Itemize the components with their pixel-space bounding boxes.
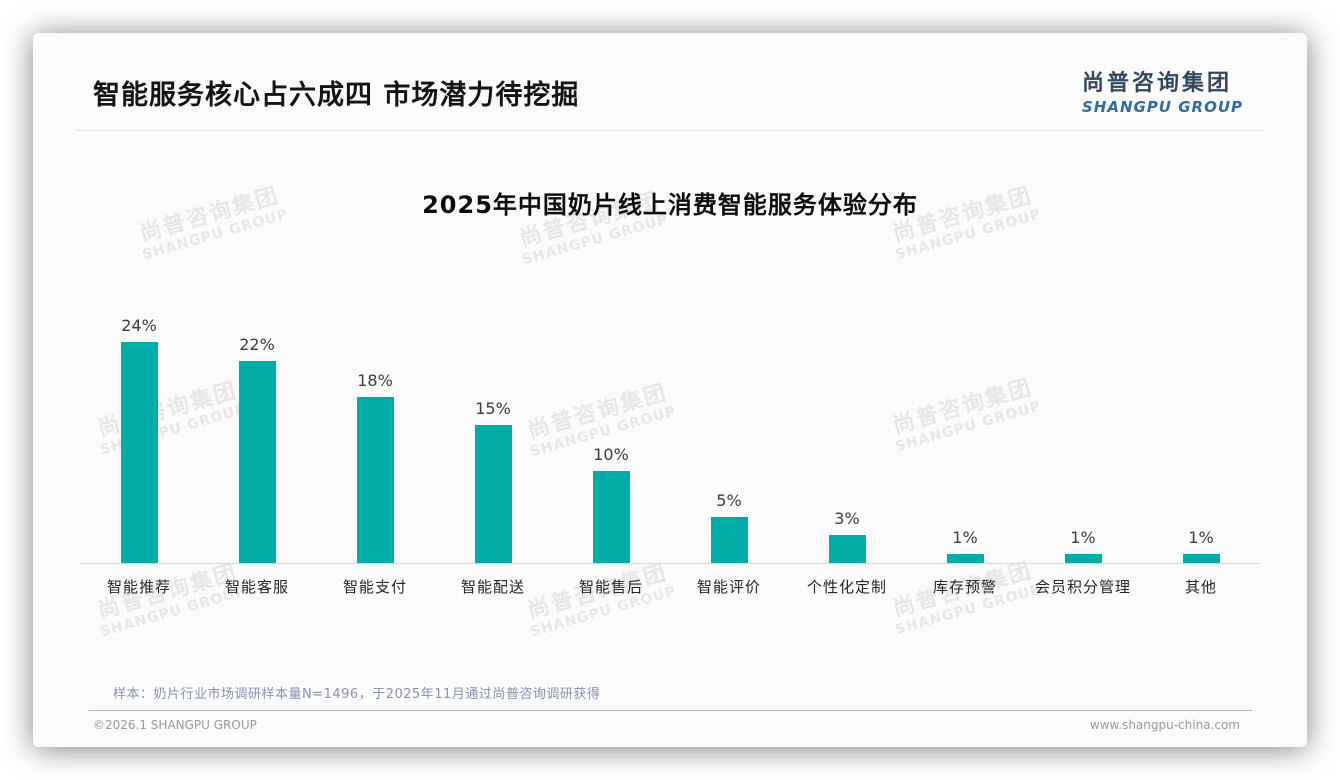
category-label: 智能配送 <box>460 578 525 596</box>
bar-value-label: 1% <box>1188 527 1214 547</box>
chart-title: 2025年中国奶片线上消费智能服务体验分布 <box>422 191 918 219</box>
bar <box>474 425 512 563</box>
footer: 样本：奶片行业市场调研样本量N=1496，于2025年11月通过尚普咨询调研获得… <box>33 683 1307 747</box>
copyright-text: ©2026.1 SHANGPU GROUP <box>93 718 257 732</box>
bar <box>592 471 630 563</box>
bar <box>946 553 984 563</box>
bar-value-label: 15% <box>475 399 511 418</box>
bar-value-label: 5% <box>716 491 742 510</box>
bar-value-label: 1% <box>1070 527 1096 547</box>
footer-row: ©2026.1 SHANGPU GROUP www.shangpu-china.… <box>33 711 1307 747</box>
bar <box>238 360 276 563</box>
bar <box>1064 553 1102 563</box>
category-label: 智能推荐 <box>106 578 171 596</box>
sample-note: 样本：奶片行业市场调研样本量N=1496，于2025年11月通过尚普咨询调研获得 <box>113 687 601 702</box>
bar-column: 18% <box>316 371 434 563</box>
bar <box>828 535 866 563</box>
bar <box>120 342 158 563</box>
bar-column: 1% <box>1024 528 1142 563</box>
category-label: 库存预警 <box>932 578 997 596</box>
slide-card: 尚普咨询集团 SHANGPU GROUP 尚普咨询集团 SHANGPU GROUP … <box>33 33 1307 747</box>
page-title: 智能服务核心占六成四 市场潜力待挖掘 <box>93 80 580 111</box>
bar-column: 10% <box>552 445 670 563</box>
footer-divider <box>88 710 1252 711</box>
bar <box>710 517 748 563</box>
bar <box>1182 553 1220 563</box>
bar-column: 15% <box>434 399 552 563</box>
bar-column: 5% <box>670 491 788 563</box>
bar <box>356 397 394 563</box>
website-url: www.shangpu-china.com <box>1089 718 1240 732</box>
bar-column: 1% <box>906 528 1024 563</box>
logo-english-text: SHANGPU GROUP <box>1081 98 1243 116</box>
bar-column: 24% <box>80 316 198 563</box>
header: 智能服务核心占六成四 市场潜力待挖掘 尚普咨询集团 SHANGPU GROUP <box>33 33 1307 116</box>
bar-value-label: 3% <box>834 509 860 529</box>
bar-value-label: 18% <box>357 371 393 391</box>
bar-value-label: 1% <box>952 527 978 547</box>
category-label: 其他 <box>1184 578 1217 596</box>
bar-value-label: 24% <box>121 316 157 336</box>
bar-value-label: 22% <box>239 334 275 354</box>
category-label: 智能支付 <box>342 578 407 596</box>
bar-column: 22% <box>198 335 316 563</box>
logo-chinese-text: 尚普咨询集团 <box>1081 71 1232 96</box>
bar-column: 3% <box>788 509 906 563</box>
bars-area: 24% 22% 18% 15% 10% 5% 3% 1% 1% 1% <box>80 314 1260 564</box>
title-divider <box>75 130 1265 131</box>
company-logo: 尚普咨询集团 SHANGPU GROUP <box>1082 65 1243 116</box>
category-label: 智能客服 <box>224 578 289 596</box>
category-label: 个性化定制 <box>806 578 887 596</box>
category-label: 智能评价 <box>696 578 761 596</box>
bar-value-label: 10% <box>593 445 629 464</box>
category-label: 智能售后 <box>578 578 643 596</box>
category-axis: 智能推荐 智能客服 智能支付 智能配送 智能售后 智能评价 个性化定制 库存预警 会员积分管理 其… <box>80 564 1260 597</box>
bar-column: 1% <box>1142 528 1260 563</box>
category-label: 会员积分管理 <box>1034 578 1131 596</box>
chart-section: 2025年中国奶片线上消费智能服务体验分布 24% 22% 18% 15% 10% 5% 3… <box>33 185 1307 597</box>
bar-chart: 24% 22% 18% 15% 10% 5% 3% 1% 1% 1% 智能推荐 智能客服 智能支付 智能… <box>80 314 1260 597</box>
